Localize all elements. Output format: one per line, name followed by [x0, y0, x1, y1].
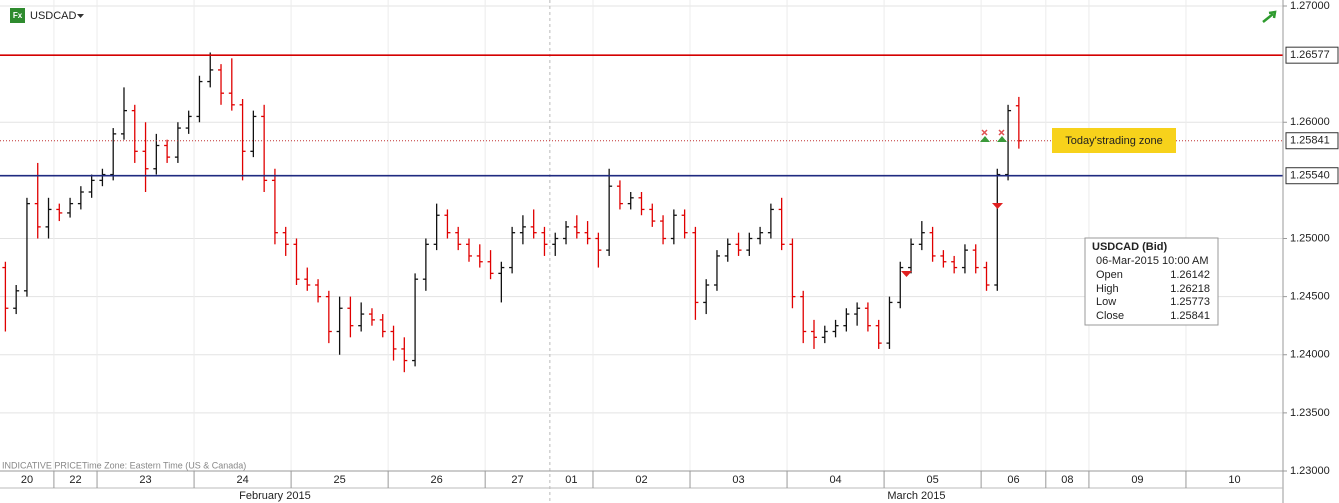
x-tick-label: 25: [333, 474, 345, 486]
dropdown-arrow[interactable]: [77, 14, 84, 18]
annotation: Today'strading zone: [1065, 135, 1163, 147]
x-tick-label: 22: [69, 474, 81, 486]
x-tick-label: 02: [635, 474, 647, 486]
signal-marker: [901, 271, 912, 277]
reference-label-box: [1285, 46, 1339, 64]
x-tick-label: 26: [431, 474, 443, 486]
tooltip-value: 1.26142: [1170, 269, 1210, 281]
fx-icon[interactable]: [10, 8, 25, 23]
tooltip-box: [1084, 237, 1219, 326]
x-tick-label: 24: [236, 474, 248, 486]
y-tick-label: 1.27000: [1290, 0, 1330, 12]
symbol[interactable]: USDCAD: [30, 10, 77, 22]
x-tick-label: 09: [1131, 474, 1143, 486]
tooltip-label: Low: [1096, 296, 1116, 308]
signal-marker: [992, 203, 1003, 209]
x-tick-label: 03: [732, 474, 744, 486]
x-tick-label: 06: [1007, 474, 1019, 486]
bars: [2, 52, 1022, 373]
fx-icon-text: Fx: [13, 11, 23, 20]
tooltip-value: 1.25841: [1170, 310, 1210, 322]
grid: [0, 0, 1283, 503]
trend-icon[interactable]: [1262, 10, 1277, 23]
y-tick-label: 1.24000: [1290, 349, 1330, 361]
x-tick-label: 20: [21, 474, 33, 486]
x-tick-label: 05: [926, 474, 938, 486]
reference-label: 1.26577: [1290, 49, 1330, 61]
tooltip-label: Open: [1096, 269, 1123, 281]
signal-marker: [980, 136, 990, 142]
tooltip-date: 06-Mar-2015 10:00 AM: [1096, 255, 1209, 267]
x-tick-label: 23: [139, 474, 151, 486]
y-tick-label: 1.23000: [1290, 465, 1330, 477]
annotation-box: [1052, 128, 1176, 153]
reference-label: 1.25841: [1290, 135, 1330, 147]
x-tick-label: 27: [511, 474, 523, 486]
y-tick-label: 1.26000: [1290, 116, 1330, 128]
tooltip-value: 1.26218: [1170, 283, 1210, 295]
x-tick-label: 01: [565, 474, 577, 486]
y-tick-label: 1.23500: [1290, 407, 1330, 419]
x-tick-label: 10: [1228, 474, 1240, 486]
signal-marker: [981, 129, 988, 136]
reference-label: 1.25540: [1290, 170, 1330, 182]
y-tick-label: 1.25000: [1290, 232, 1330, 244]
signal-marker: [997, 136, 1007, 142]
timezone: Time Zone: Eastern Time (US & Canada): [82, 460, 246, 470]
overlay: [0, 54, 1283, 177]
tooltip-title: USDCAD (Bid): [1092, 241, 1167, 253]
x-tick-label: 04: [829, 474, 841, 486]
tooltip-value: 1.25773: [1170, 296, 1210, 308]
tooltip: USDCAD (Bid) 06-Mar-2015 10:00 AM Open 1…: [1084, 237, 1219, 326]
signal-marker: [998, 129, 1005, 136]
month-label: February 2015: [239, 490, 311, 502]
tooltip-label: Close: [1096, 310, 1124, 322]
reference-label-box: [1285, 167, 1339, 185]
month-label: March 2015: [887, 490, 945, 502]
x-tick-label: 08: [1061, 474, 1073, 486]
footer: INDICATIVE PRICE: [2, 460, 82, 470]
reference-label-box: [1285, 132, 1339, 150]
y-tick-label: 1.24500: [1290, 291, 1330, 303]
tooltip-label: High: [1096, 283, 1119, 295]
